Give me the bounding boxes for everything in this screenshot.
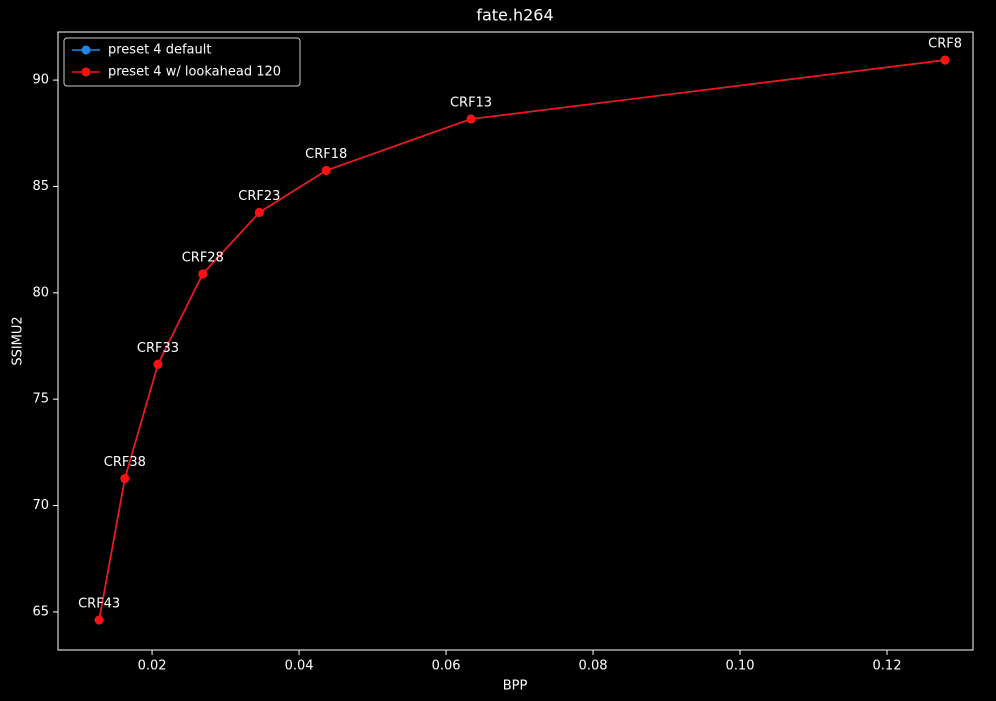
point-marker: [321, 165, 331, 175]
legend-marker: [81, 45, 91, 55]
point-marker: [940, 55, 950, 65]
x-tick-label: 0.12: [873, 659, 902, 674]
x-tick-label: 0.02: [138, 659, 167, 674]
y-tick-label: 70: [32, 498, 49, 513]
point-marker: [120, 474, 130, 484]
y-tick-label: 90: [32, 73, 49, 88]
x-tick-label: 0.06: [432, 659, 461, 674]
legend-label: preset 4 default: [108, 43, 211, 58]
legend-marker: [81, 67, 91, 77]
chart-title: fate.h264: [476, 6, 553, 25]
point-marker: [94, 615, 104, 625]
legend-box: [63, 37, 301, 87]
y-tick-label: 65: [32, 604, 49, 619]
x-tick-label: 0.04: [285, 659, 314, 674]
y-axis-label: SSIMU2: [11, 316, 26, 365]
x-tick-label: 0.10: [726, 659, 755, 674]
series-line: [98, 59, 946, 621]
legend: preset 4 default preset 4 w/ lookahead 12…: [63, 37, 301, 87]
y-tick-label: 75: [32, 392, 49, 407]
y-tick-label: 80: [32, 285, 49, 300]
point-annotation: CRF33: [137, 341, 179, 356]
point-annotation: CRF38: [104, 455, 146, 470]
point-marker: [153, 359, 163, 369]
point-marker: [198, 269, 208, 279]
legend-label: preset 4 w/ lookahead 120: [108, 65, 281, 80]
x-axis-label: BPP: [503, 679, 528, 694]
plot-frame: [57, 31, 974, 651]
point-annotation: CRF28: [182, 250, 224, 265]
point-annotation: CRF8: [928, 37, 962, 52]
point-annotation: CRF18: [305, 147, 347, 162]
point-annotation: CRF23: [238, 189, 280, 204]
point-annotation: CRF43: [78, 597, 120, 612]
y-tick-label: 85: [32, 179, 49, 194]
point-marker: [466, 114, 476, 124]
x-tick-label: 0.08: [579, 659, 608, 674]
point-marker: [254, 207, 264, 217]
point-annotation: CRF13: [450, 96, 492, 111]
